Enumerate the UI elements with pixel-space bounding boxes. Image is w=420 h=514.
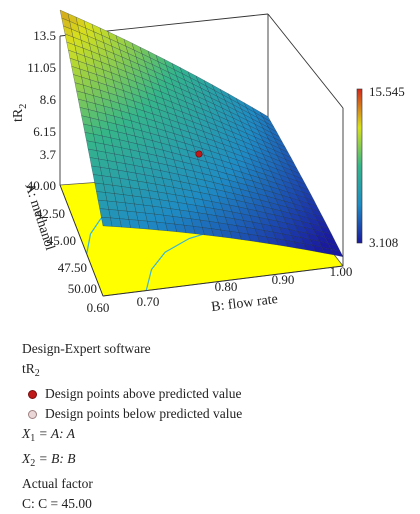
x-tick: 1.00 [330, 264, 353, 279]
y-tick: 40.00 [27, 178, 56, 193]
z-axis-label: tR2 [11, 104, 29, 122]
response-label: tR2 [22, 361, 40, 379]
actual-factor-label: Actual factor [22, 476, 93, 491]
factor-x2: X2 = B: B [22, 451, 76, 469]
x-axis-label: B: flow rate [210, 292, 278, 315]
color-bar: 15.545 3.108 [356, 84, 405, 250]
legend-above: Design points above predicted value [22, 384, 242, 404]
software-label: Design-Expert software [22, 341, 151, 356]
y-tick: 47.50 [58, 260, 87, 275]
z-tick: 13.5 [33, 28, 56, 43]
colorbar-min-label: 3.108 [369, 235, 398, 250]
z-tick: 11.05 [27, 60, 56, 75]
z-axis: 13.5 11.05 8.6 6.15 3.7 tR2 [11, 28, 57, 162]
z-tick: 3.7 [40, 147, 57, 162]
design-point-below-marker [28, 410, 37, 420]
x-tick: 0.70 [137, 294, 160, 309]
design-point [195, 150, 203, 158]
x-tick: 0.80 [215, 279, 238, 294]
surface-plot: 13.5 11.05 8.6 6.15 3.7 tR2 40.00 42.50 … [11, 9, 405, 315]
surface-patch [330, 248, 344, 257]
x-tick: 0.90 [272, 272, 295, 287]
front-edges [59, 184, 344, 297]
plot-legend: Design-Expert software tR2 Design points… [22, 339, 242, 514]
y-axis: 40.00 42.50 45.00 47.50 50.00 A: methano… [21, 178, 97, 296]
y-tick: 42.50 [36, 206, 65, 221]
z-tick: 6.15 [33, 124, 56, 139]
y-tick: 45.00 [47, 233, 76, 248]
colorbar-max-label: 15.545 [369, 84, 405, 99]
x-tick: 0.60 [87, 300, 110, 315]
response-surface [59, 9, 344, 257]
design-point-above-marker [28, 390, 37, 400]
legend-below: Design points below predicted value [22, 404, 242, 424]
factor-x1: X1 = A: A [22, 426, 75, 444]
z-tick: 8.6 [40, 92, 57, 107]
y-tick: 50.00 [68, 281, 97, 296]
actual-factor-value: C: C = 45.00 [22, 496, 92, 511]
